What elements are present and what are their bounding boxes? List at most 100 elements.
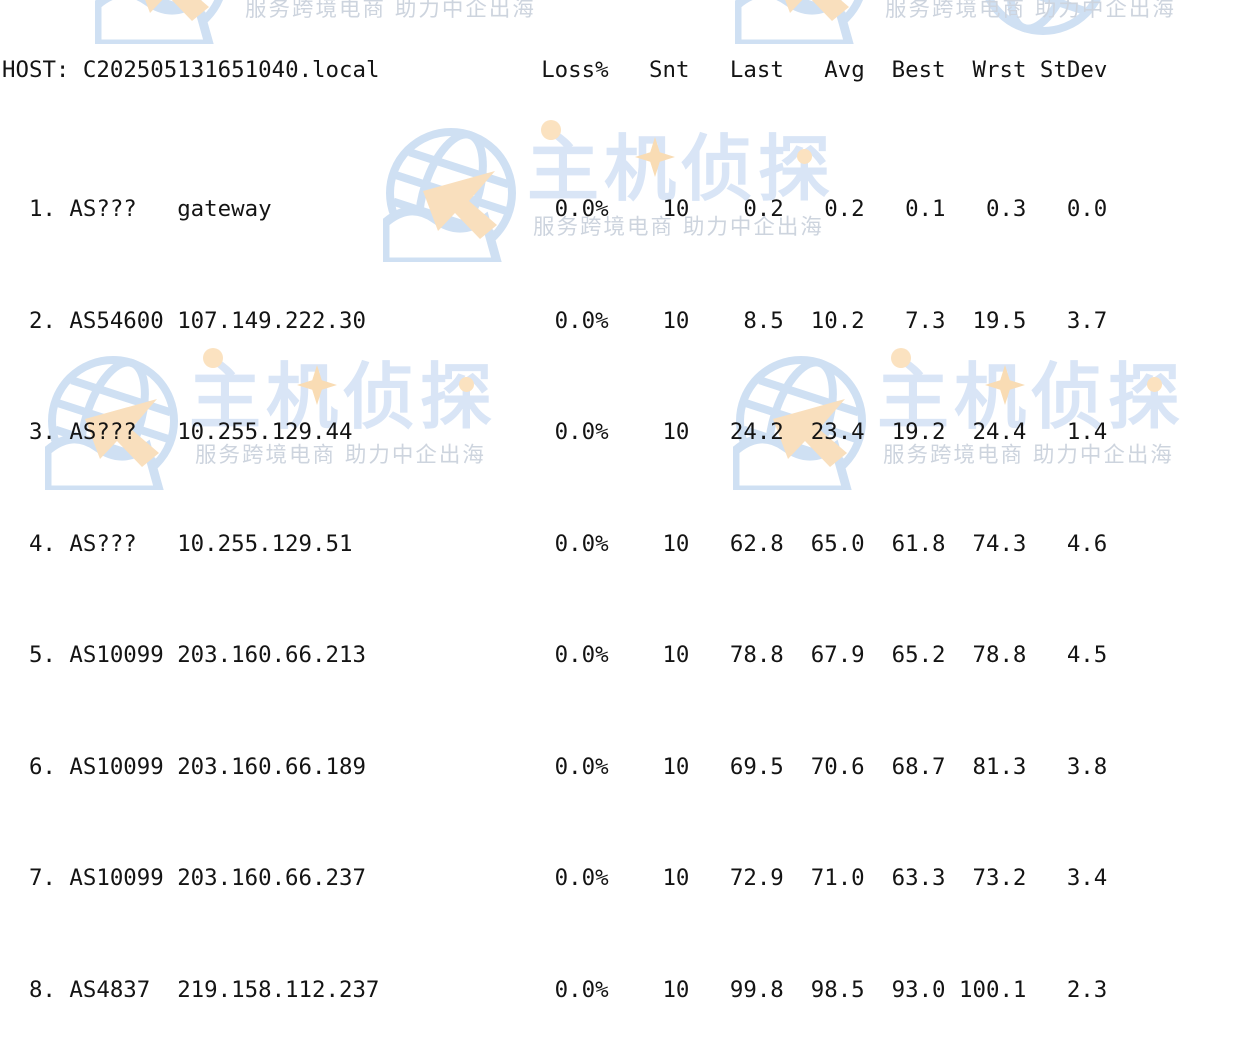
- best-ms: 61.8: [891, 530, 946, 557]
- hop-row: 7. AS10099 203.160.66.237 0.0% 10 72.9 7…: [2, 865, 1107, 893]
- hop-host: 10.255.129.51: [177, 530, 353, 557]
- wrst-ms: 74.3: [972, 530, 1027, 557]
- stdev-ms: 4.6: [1066, 530, 1108, 557]
- wrst-ms: 100.1: [959, 976, 1027, 1003]
- sent-count: 10: [662, 753, 690, 780]
- as-number: AS10099: [69, 865, 164, 892]
- last-ms: 0.2: [743, 196, 784, 223]
- mtr-terminal-output: HOST: C202505131651040.local Loss% Snt L…: [2, 1, 1107, 1062]
- avg-ms: 65.0: [810, 530, 865, 557]
- mtr-header-row: HOST: C202505131651040.local Loss% Snt L…: [2, 57, 1107, 85]
- best-ms: 7.3: [905, 307, 946, 334]
- wrst-ms: 24.4: [972, 419, 1027, 446]
- wrst-ms: 78.8: [972, 642, 1027, 669]
- avg-ms: 67.9: [810, 642, 865, 669]
- hop-number: 4.: [28, 530, 56, 557]
- wrst-ms: 81.3: [972, 753, 1027, 780]
- avg-ms: 71.0: [810, 865, 865, 892]
- stdev-ms: 1.4: [1066, 419, 1108, 446]
- column-header-best: Best: [891, 56, 946, 83]
- gap: [56, 754, 69, 782]
- last-ms: 78.8: [729, 642, 784, 669]
- hop-host: 203.160.66.189: [177, 753, 366, 780]
- hop-host: 203.160.66.213: [177, 642, 366, 669]
- hop-row: 2. AS54600 107.149.222.30 0.0% 10 8.5 10…: [2, 308, 1107, 336]
- avg-ms: 0.2: [824, 196, 865, 223]
- last-ms: 72.9: [729, 865, 784, 892]
- sparkle-tick-icon: [1147, 377, 1162, 392]
- sent-count: 10: [662, 530, 690, 557]
- wrst-ms: 0.3: [985, 196, 1027, 223]
- column-header-last: Last: [729, 56, 784, 83]
- loss-percent: 0.0%: [554, 419, 609, 446]
- column-header-wrst: Wrst: [972, 56, 1027, 83]
- sent-count: 10: [662, 196, 690, 223]
- host-label: HOST: C202505131651040.local: [2, 56, 380, 83]
- hop-row: 5. AS10099 203.160.66.213 0.0% 10 78.8 6…: [2, 642, 1107, 670]
- last-ms: 8.5: [743, 307, 784, 334]
- stdev-ms: 2.3: [1066, 976, 1108, 1003]
- loss-percent: 0.0%: [554, 530, 609, 557]
- column-header-avg: Avg: [824, 56, 865, 83]
- as-number: AS4837: [69, 976, 151, 1003]
- gap: [56, 977, 69, 1005]
- gap: [56, 196, 69, 224]
- as-number: AS54600: [69, 307, 164, 334]
- loss-percent: 0.0%: [554, 196, 609, 223]
- best-ms: 0.1: [905, 196, 946, 223]
- avg-ms: 10.2: [810, 307, 865, 334]
- column-header-loss: Loss%: [541, 56, 609, 83]
- hop-row: 8. AS4837 219.158.112.237 0.0% 10 99.8 9…: [2, 977, 1107, 1005]
- hop-host: 203.160.66.237: [177, 865, 366, 892]
- hop-number: 6.: [28, 753, 56, 780]
- hop-row: 6. AS10099 203.160.66.189 0.0% 10 69.5 7…: [2, 754, 1107, 782]
- hop-number: 3.: [28, 419, 56, 446]
- loss-percent: 0.0%: [554, 753, 609, 780]
- gap: [56, 531, 69, 559]
- stdev-ms: 3.7: [1066, 307, 1108, 334]
- as-number: AS???: [69, 196, 137, 223]
- hop-number: 7.: [28, 865, 56, 892]
- wrst-ms: 19.5: [972, 307, 1027, 334]
- stdev-ms: 3.4: [1066, 865, 1108, 892]
- avg-ms: 98.5: [810, 976, 865, 1003]
- loss-percent: 0.0%: [554, 976, 609, 1003]
- gap: [56, 642, 69, 670]
- best-ms: 68.7: [891, 753, 946, 780]
- as-number: AS10099: [69, 642, 164, 669]
- as-number: AS???: [69, 530, 137, 557]
- hop-row: 1. AS??? gateway 0.0% 10 0.2 0.2 0.1 0.3…: [2, 196, 1107, 224]
- hop-number: 2.: [28, 307, 56, 334]
- hop-host: gateway: [177, 196, 272, 223]
- best-ms: 19.2: [891, 419, 946, 446]
- last-ms: 69.5: [729, 753, 784, 780]
- gap: [56, 419, 69, 447]
- hop-row: 4. AS??? 10.255.129.51 0.0% 10 62.8 65.0…: [2, 531, 1107, 559]
- loss-percent: 0.0%: [554, 865, 609, 892]
- stdev-ms: 4.5: [1066, 642, 1108, 669]
- best-ms: 65.2: [891, 642, 946, 669]
- stdev-ms: 0.0: [1066, 196, 1108, 223]
- best-ms: 63.3: [891, 865, 946, 892]
- avg-ms: 70.6: [810, 753, 865, 780]
- gap: [56, 308, 69, 336]
- sent-count: 10: [662, 865, 690, 892]
- last-ms: 99.8: [729, 976, 784, 1003]
- wrst-ms: 73.2: [972, 865, 1027, 892]
- best-ms: 93.0: [891, 976, 946, 1003]
- sent-count: 10: [662, 419, 690, 446]
- column-header-stdev: StDev: [1039, 56, 1108, 83]
- hop-number: 8.: [28, 976, 56, 1003]
- sent-count: 10: [662, 642, 690, 669]
- hop-host: 10.255.129.44: [177, 419, 353, 446]
- avg-ms: 23.4: [810, 419, 865, 446]
- hop-row: 3. AS??? 10.255.129.44 0.0% 10 24.2 23.4…: [2, 419, 1107, 447]
- gap: [56, 865, 69, 893]
- as-number: AS???: [69, 419, 137, 446]
- hop-host: 219.158.112.237: [177, 976, 380, 1003]
- as-number: AS10099: [69, 753, 164, 780]
- last-ms: 24.2: [729, 419, 784, 446]
- hop-number: 5.: [28, 642, 56, 669]
- hop-number: 1.: [28, 196, 56, 223]
- hop-host: 107.149.222.30: [177, 307, 366, 334]
